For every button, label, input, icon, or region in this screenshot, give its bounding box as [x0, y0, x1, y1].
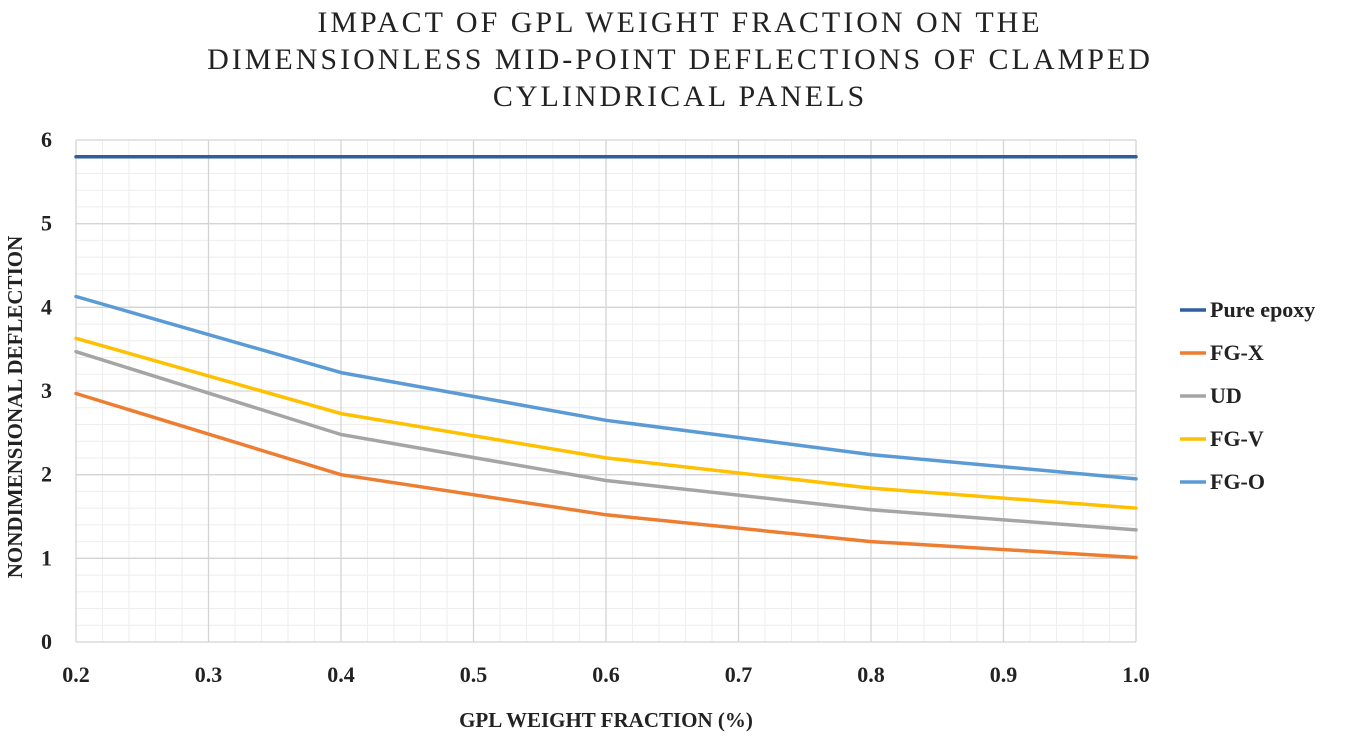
y-axis-label: NONDIMENSIONAL DEFLECTION — [3, 236, 27, 578]
x-tick-label: 0.9 — [990, 662, 1018, 687]
y-tick-label: 3 — [41, 378, 52, 403]
chart-title-line-2: DIMENSIONLESS MID-POINT DEFLECTIONS OF C… — [207, 43, 1153, 76]
x-tick-labels: 0.2 0.3 0.4 0.5 0.6 0.7 0.8 0.9 1.0 — [62, 662, 1150, 687]
legend-label: FG-O — [1210, 469, 1265, 494]
series-lines — [74, 154, 1138, 560]
y-tick-label: 6 — [41, 127, 52, 152]
x-tick-label: 0.3 — [195, 662, 223, 687]
major-grid — [75, 139, 1137, 643]
y-tick-label: 0 — [41, 629, 52, 654]
x-tick-label: 0.4 — [327, 662, 355, 687]
y-tick-label: 4 — [41, 294, 52, 319]
series-line-fg-x — [74, 391, 1138, 560]
x-tick-label: 0.8 — [857, 662, 885, 687]
series-line-fg-v — [74, 336, 1138, 510]
x-tick-label: 0.2 — [62, 662, 90, 687]
legend: Pure epoxy FG-X UD FG-V FG-O — [1180, 297, 1315, 494]
chart-title: IMPACT OF GPL WEIGHT FRACTION ON THE DIM… — [60, 4, 1300, 115]
legend-label: FG-V — [1210, 426, 1264, 451]
legend-label: UD — [1210, 383, 1242, 408]
y-tick-labels: 0 1 2 3 4 5 6 — [41, 127, 52, 654]
y-tick-label: 2 — [41, 462, 52, 487]
series-line-fg-o — [74, 294, 1138, 481]
x-axis-label: GPL WEIGHT FRACTION (%) — [459, 708, 753, 732]
x-tick-label: 1.0 — [1122, 662, 1150, 687]
y-tick-label: 5 — [41, 211, 52, 236]
x-tick-label: 0.5 — [460, 662, 488, 687]
y-tick-label: 1 — [41, 545, 52, 570]
legend-label: FG-X — [1210, 340, 1264, 365]
x-tick-label: 0.6 — [592, 662, 620, 687]
chart-title-line-3: CYLINDRICAL PANELS — [492, 80, 868, 113]
chart-title-line-1: IMPACT OF GPL WEIGHT FRACTION ON THE — [317, 6, 1043, 39]
x-tick-label: 0.7 — [725, 662, 753, 687]
legend-label: Pure epoxy — [1210, 297, 1315, 322]
series-line-ud — [74, 349, 1138, 532]
